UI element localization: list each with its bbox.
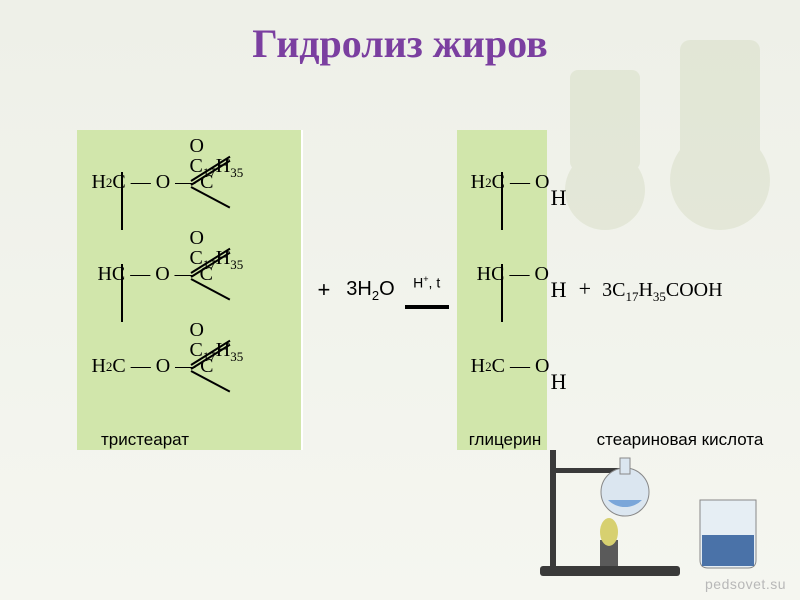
glycerol-h-column: H H H [547, 152, 573, 428]
gly-h-2: H [547, 279, 573, 301]
dbl-o-3: O [189, 320, 275, 340]
stearic-acid: + 3C17H35COOH [573, 276, 723, 305]
backbone-3: H2C — O — C [91, 356, 189, 376]
conditions: H+, t [413, 274, 440, 291]
acyl-3: O C17H35 [189, 320, 275, 412]
dbl-o-1: O [189, 136, 275, 156]
tristearate-structure: H2C — O — C O C17H35 HC — O — C [91, 136, 275, 412]
backbone-2: HC — O — C [91, 264, 189, 284]
acyl-2: O C17H35 [189, 228, 275, 320]
caption-acid: стеариновая кислота [570, 430, 790, 450]
captions-row: тристеарат глицерин стеариновая кислота [0, 430, 800, 450]
gly-h-3: H [547, 371, 573, 393]
caption-reactant: тристеарат [30, 430, 260, 450]
slide-title: Гидролиз жиров [0, 20, 800, 67]
gly-h-1: H [547, 187, 573, 209]
gly-3: H2C — O [471, 356, 547, 376]
dbl-o-2: O [189, 228, 275, 248]
plus-1: + [311, 277, 336, 303]
reaction-equation: H2C — O — C O C17H35 HC — O — C [0, 100, 800, 480]
reactant-panel: H2C — O — C O C17H35 HC — O — C [77, 130, 303, 450]
watermark: pedsovet.su [705, 576, 786, 592]
gly-1: H2C — O [471, 172, 547, 192]
water: 3H2O [346, 278, 394, 303]
glycerol-structure: H2C — O HC — O H2C — O [471, 136, 547, 412]
reaction-arrow: H+, t [405, 274, 449, 307]
caption-glycerol: глицерин [440, 430, 570, 450]
backbone-1: H2C — O — C [91, 172, 189, 192]
glycerol-panel: H2C — O HC — O H2C — O [457, 130, 547, 450]
gly-2: HC — O [471, 264, 547, 284]
acyl-1: O C17H35 [189, 136, 275, 228]
reagent-and-arrow: + 3H2O H+, t [303, 274, 456, 307]
